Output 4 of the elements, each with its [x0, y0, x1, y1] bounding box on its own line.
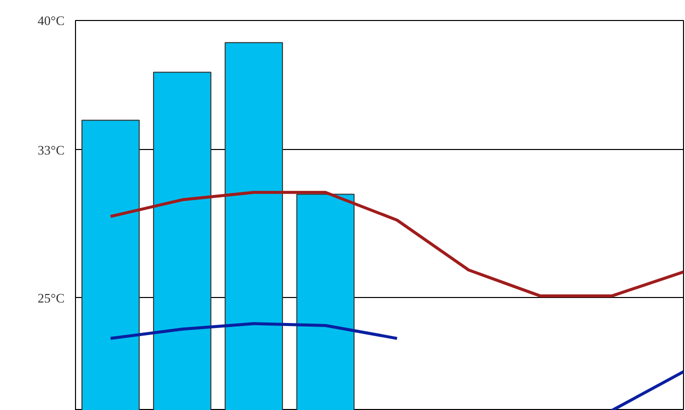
- line-series: [109, 190, 684, 298]
- y-tick-label: 40°C: [38, 13, 65, 28]
- y-tick-label: 33°C: [38, 142, 65, 158]
- y-tick-label: 25°C: [38, 290, 65, 306]
